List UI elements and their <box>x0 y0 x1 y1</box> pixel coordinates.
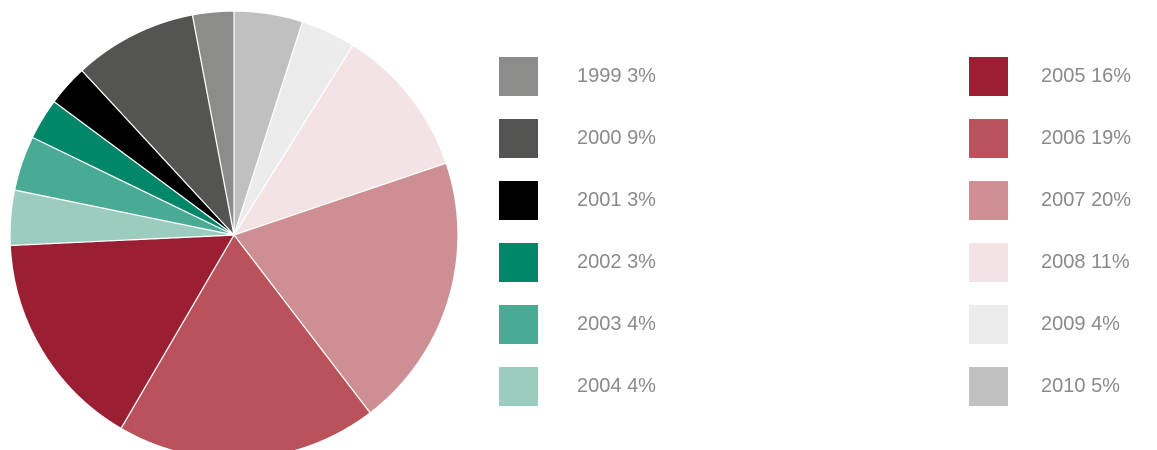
pie-slice <box>9 234 236 430</box>
pie-slice <box>232 44 447 237</box>
legend-year: 2005 <box>1041 65 1086 87</box>
legend-label: 2008 11% <box>1041 251 1130 273</box>
legend-percent: 9% <box>627 127 656 149</box>
legend-label: 2004 4% <box>577 375 656 397</box>
pie-slice <box>81 14 235 237</box>
legend-swatch <box>499 367 538 406</box>
legend-label: 2007 20% <box>1041 189 1131 211</box>
legend-year: 2006 <box>1041 127 1086 149</box>
pie-slice <box>233 162 459 414</box>
legend-percent: 5% <box>1091 375 1120 397</box>
legend-percent: 4% <box>627 313 656 335</box>
legend-percent: 19% <box>1091 127 1131 149</box>
legend-swatch <box>969 243 1008 282</box>
legend-percent: 3% <box>627 251 656 273</box>
legend-label: 2002 3% <box>577 251 656 273</box>
legend-year: 2007 <box>1041 189 1086 211</box>
legend-year: 2009 <box>1041 313 1086 335</box>
legend-year: 2000 <box>577 127 622 149</box>
legend-swatch <box>969 305 1008 344</box>
legend-year: 2003 <box>577 313 622 335</box>
legend-percent: 11% <box>1091 251 1130 273</box>
legend-swatch <box>969 181 1008 220</box>
legend-label: 2001 3% <box>577 189 656 211</box>
legend-year: 1999 <box>577 65 622 87</box>
legend-swatch <box>499 181 538 220</box>
legend-percent: 4% <box>627 375 656 397</box>
pie-slice <box>120 233 371 450</box>
legend-percent: 3% <box>627 189 656 211</box>
legend-label: 2005 16% <box>1041 65 1131 87</box>
legend-swatch <box>499 57 538 96</box>
legend-swatch <box>499 243 538 282</box>
legend-label: 2000 9% <box>577 127 656 149</box>
legend-percent: 3% <box>627 65 656 87</box>
legend-label: 1999 3% <box>577 65 656 87</box>
legend-label: 2010 5% <box>1041 375 1120 397</box>
pie-slice <box>191 10 235 236</box>
legend-year: 2010 <box>1041 375 1086 397</box>
legend-year: 2008 <box>1041 251 1086 273</box>
legend-percent: 20% <box>1091 189 1131 211</box>
legend-year: 2004 <box>577 375 622 397</box>
legend-swatch <box>969 367 1008 406</box>
legend-year: 2001 <box>577 189 622 211</box>
legend-label: 2006 19% <box>1041 127 1131 149</box>
legend-swatch <box>969 57 1008 96</box>
legend-percent: 16% <box>1091 65 1131 87</box>
legend-swatch <box>969 119 1008 158</box>
legend-label: 2003 4% <box>577 313 656 335</box>
legend-label: 2009 4% <box>1041 313 1120 335</box>
legend-year: 2002 <box>577 251 622 273</box>
legend-percent: 4% <box>1091 313 1120 335</box>
legend-swatch <box>499 305 538 344</box>
legend-swatch <box>499 119 538 158</box>
